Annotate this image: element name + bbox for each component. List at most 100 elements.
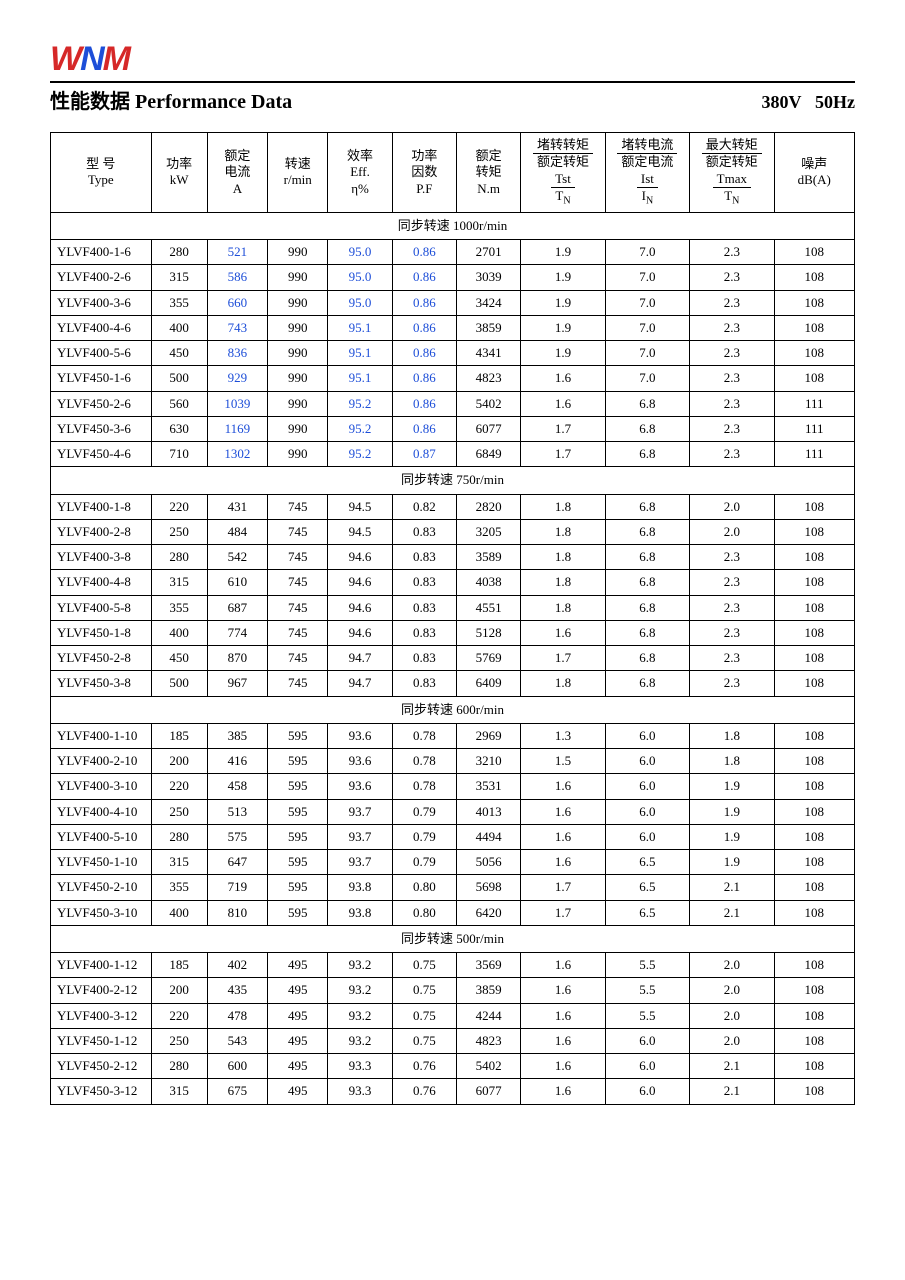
cell: 1.6 xyxy=(521,1028,605,1053)
cell: 710 xyxy=(151,442,207,467)
cell: 2.3 xyxy=(690,240,774,265)
title-row: 性能数据 Performance Data 380V 50Hz xyxy=(50,85,855,114)
cell: 1302 xyxy=(207,442,267,467)
cell: 108 xyxy=(774,620,854,645)
cell: 94.6 xyxy=(328,620,392,645)
cell: YLVF450-2-12 xyxy=(51,1054,152,1079)
cell: 586 xyxy=(207,265,267,290)
section-title: 同步转速 1000r/min xyxy=(51,212,855,239)
cell: 6.5 xyxy=(605,875,689,900)
cell: 108 xyxy=(774,1028,854,1053)
col-kw: 功率kW xyxy=(151,133,207,213)
cell: 0.87 xyxy=(392,442,456,467)
cell: YLVF400-3-8 xyxy=(51,545,152,570)
cell: 2.0 xyxy=(690,519,774,544)
col-nm: 额定 转矩N.m xyxy=(456,133,520,213)
col-a: 额定 电流A xyxy=(207,133,267,213)
cell: 3424 xyxy=(456,290,520,315)
cell: 108 xyxy=(774,366,854,391)
cell: YLVF400-1-6 xyxy=(51,240,152,265)
cell: 6.0 xyxy=(605,1079,689,1104)
cell: 450 xyxy=(151,341,207,366)
cell: 355 xyxy=(151,290,207,315)
table-row: YLVF400-5-1028057559593.70.7944941.66.01… xyxy=(51,824,855,849)
cell: 595 xyxy=(268,824,328,849)
cell: 542 xyxy=(207,545,267,570)
performance-table: 型 号Type 功率kW 额定 电流A 转速r/min 效率Eff.η% 功率 … xyxy=(50,132,855,1105)
cell: 0.86 xyxy=(392,341,456,366)
table-row: YLVF400-4-1025051359593.70.7940131.66.01… xyxy=(51,799,855,824)
cell: 355 xyxy=(151,595,207,620)
cell: 108 xyxy=(774,671,854,696)
table-row: YLVF450-1-1031564759593.70.7950561.66.51… xyxy=(51,850,855,875)
cell: YLVF400-1-12 xyxy=(51,953,152,978)
cell: 2.3 xyxy=(690,341,774,366)
cell: YLVF400-5-6 xyxy=(51,341,152,366)
cell: 990 xyxy=(268,240,328,265)
cell: 3569 xyxy=(456,953,520,978)
cell: 0.80 xyxy=(392,875,456,900)
cell: 6.8 xyxy=(605,494,689,519)
cell: YLVF450-4-6 xyxy=(51,442,152,467)
cell: 7.0 xyxy=(605,265,689,290)
cell: 0.75 xyxy=(392,1003,456,1028)
cell: 1.7 xyxy=(521,875,605,900)
cell: 0.83 xyxy=(392,620,456,645)
cell: YLVF400-3-10 xyxy=(51,774,152,799)
cell: 435 xyxy=(207,978,267,1003)
cell: 990 xyxy=(268,315,328,340)
cell: 990 xyxy=(268,391,328,416)
cell: 7.0 xyxy=(605,315,689,340)
cell: 185 xyxy=(151,723,207,748)
cell: 1.8 xyxy=(521,494,605,519)
cell: 675 xyxy=(207,1079,267,1104)
cell: 3039 xyxy=(456,265,520,290)
cell: 95.0 xyxy=(328,265,392,290)
cell: 836 xyxy=(207,341,267,366)
cell: 111 xyxy=(774,442,854,467)
cell: 5.5 xyxy=(605,953,689,978)
cell: 355 xyxy=(151,875,207,900)
table-row: YLVF400-2-1020041659593.60.7832101.56.01… xyxy=(51,749,855,774)
cell: 1.6 xyxy=(521,1054,605,1079)
cell: 6.5 xyxy=(605,900,689,925)
section-title: 同步转速 500r/min xyxy=(51,925,855,952)
cell: 2.3 xyxy=(690,391,774,416)
col-db: 噪声dB(A) xyxy=(774,133,854,213)
cell: 431 xyxy=(207,494,267,519)
table-row: YLVF450-1-650092999095.10.8648231.67.02.… xyxy=(51,366,855,391)
col-ist: 堵转电流 额定电流 Ist IN xyxy=(605,133,689,213)
cell: YLVF400-2-10 xyxy=(51,749,152,774)
page-title: 性能数据 Performance Data xyxy=(50,85,292,114)
cell: 745 xyxy=(268,646,328,671)
cell: 250 xyxy=(151,1028,207,1053)
cell: YLVF450-2-10 xyxy=(51,875,152,900)
cell: 250 xyxy=(151,799,207,824)
cell: 4494 xyxy=(456,824,520,849)
cell: 93.3 xyxy=(328,1054,392,1079)
cell: 200 xyxy=(151,978,207,1003)
cell: 108 xyxy=(774,646,854,671)
cell: 595 xyxy=(268,799,328,824)
cell: 1.8 xyxy=(690,749,774,774)
cell: 6.8 xyxy=(605,595,689,620)
cell: 108 xyxy=(774,1003,854,1028)
cell: YLVF450-3-12 xyxy=(51,1079,152,1104)
cell: 0.83 xyxy=(392,570,456,595)
cell: 93.7 xyxy=(328,799,392,824)
cell: 610 xyxy=(207,570,267,595)
cell: 6.8 xyxy=(605,416,689,441)
cell: 2.1 xyxy=(690,900,774,925)
cell: 108 xyxy=(774,824,854,849)
cell: 1.9 xyxy=(690,850,774,875)
cell: 660 xyxy=(207,290,267,315)
cell: 1.8 xyxy=(521,545,605,570)
cell: 6420 xyxy=(456,900,520,925)
cell: 1.3 xyxy=(521,723,605,748)
cell: 2.3 xyxy=(690,570,774,595)
table-row: YLVF450-4-6710130299095.20.8768491.76.82… xyxy=(51,442,855,467)
cell: 220 xyxy=(151,494,207,519)
cell: 2.0 xyxy=(690,1028,774,1053)
cell: 1.9 xyxy=(690,799,774,824)
section-title: 同步转速 600r/min xyxy=(51,696,855,723)
